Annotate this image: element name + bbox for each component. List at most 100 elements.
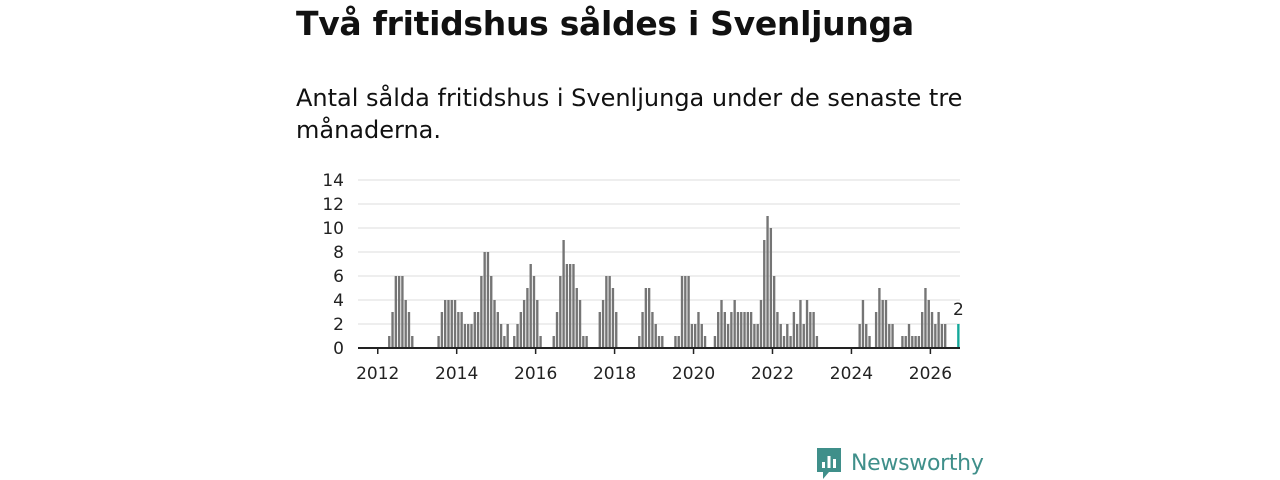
bar [694, 324, 697, 348]
bar [467, 324, 470, 348]
y-tick-label: 8 [333, 243, 344, 263]
bar [638, 336, 641, 348]
bar [447, 300, 450, 348]
x-tick-label: 2018 [593, 364, 636, 384]
bar [460, 312, 463, 348]
bar [522, 300, 526, 348]
bar [644, 288, 648, 348]
bar [795, 324, 799, 348]
bar [562, 240, 565, 348]
bar [490, 276, 493, 348]
bar [779, 324, 782, 348]
bar [907, 324, 911, 348]
bar [924, 288, 927, 348]
bar-latest [957, 324, 960, 348]
bar [391, 312, 394, 348]
bar [641, 312, 644, 348]
y-tick-label: 4 [333, 291, 344, 311]
bar [802, 324, 805, 348]
bar [503, 336, 506, 348]
bar [920, 312, 924, 348]
bar [529, 264, 532, 348]
bar [516, 324, 519, 348]
bar [753, 324, 756, 348]
bar [769, 228, 773, 348]
bar [891, 324, 894, 348]
bar [717, 312, 720, 348]
bar [703, 336, 707, 348]
chart-card: Två fritidshus såldes i Svenljunga Antal… [296, 0, 986, 480]
bar [611, 288, 615, 348]
bar [927, 300, 930, 348]
x-tick-label: 2024 [830, 364, 873, 384]
bar [904, 336, 907, 348]
bar [519, 312, 523, 348]
bar [756, 324, 759, 348]
bar [555, 312, 559, 348]
bar [575, 288, 578, 348]
bar [792, 312, 796, 348]
y-tick-label: 0 [333, 339, 344, 359]
bar [930, 312, 934, 348]
bar [651, 312, 654, 348]
bar [786, 324, 789, 348]
bar [585, 336, 588, 348]
bar [805, 300, 809, 348]
bar [565, 264, 569, 348]
bar [799, 300, 802, 348]
bar [654, 324, 657, 348]
bar [601, 300, 605, 348]
bar [598, 312, 601, 348]
bar [809, 312, 812, 348]
bar [453, 300, 457, 348]
bar [674, 336, 677, 348]
y-tick-label: 2 [333, 315, 344, 335]
bar [726, 324, 730, 348]
bar [506, 324, 509, 348]
newsworthy-logo[interactable]: Newsworthy [815, 446, 984, 480]
chart-title: Två fritidshus såldes i Svenljunga [296, 4, 914, 43]
bar [736, 312, 740, 348]
x-tick-label: 2026 [909, 364, 952, 384]
bar [782, 336, 786, 348]
bar [815, 336, 819, 348]
bar [499, 324, 503, 348]
bar [401, 276, 404, 348]
bar [532, 276, 536, 348]
bar [473, 312, 476, 348]
bar [486, 252, 490, 348]
bar [411, 336, 414, 348]
bar [559, 276, 562, 348]
data-label-latest: 2 [953, 300, 964, 320]
bar [743, 312, 746, 348]
bar [888, 324, 891, 348]
bar [513, 336, 516, 348]
bar [733, 300, 736, 348]
bar [608, 276, 611, 348]
bar [874, 312, 878, 348]
x-tick-label: 2016 [514, 364, 557, 384]
bar [572, 264, 575, 348]
bar [476, 312, 480, 348]
bar [759, 300, 763, 348]
bar [661, 336, 664, 348]
bar [440, 312, 444, 348]
bar [677, 336, 680, 348]
bar [730, 312, 733, 348]
bar [749, 312, 753, 348]
bar [480, 276, 483, 348]
bar [861, 300, 865, 348]
bar [496, 312, 499, 348]
bar [917, 336, 921, 348]
bar [865, 324, 868, 348]
bar [700, 324, 703, 348]
x-tick-label: 2020 [672, 364, 715, 384]
bar [657, 336, 661, 348]
bar [443, 300, 447, 348]
bar [690, 324, 694, 348]
bar [483, 252, 486, 348]
bar [934, 324, 937, 348]
bar [789, 336, 792, 348]
bar [812, 312, 815, 348]
bar [450, 300, 453, 348]
